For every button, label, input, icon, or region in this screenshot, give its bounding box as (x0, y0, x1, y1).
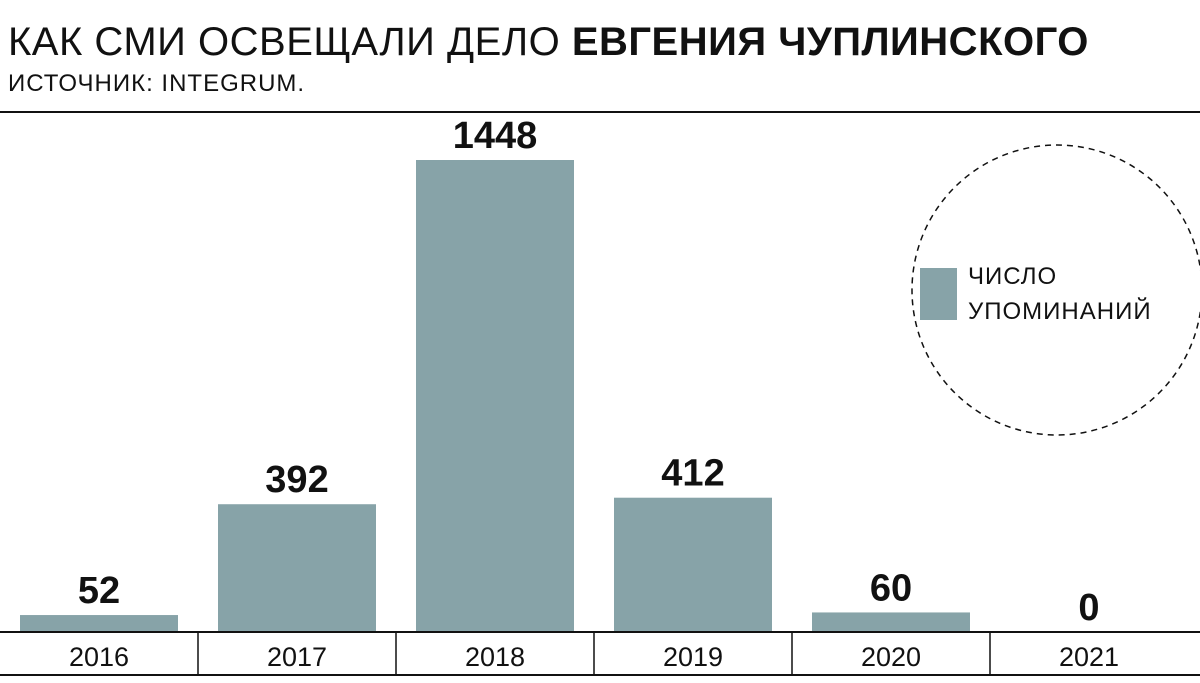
x-tick-label-2019: 2019 (663, 642, 723, 672)
legend-circle (911, 144, 1200, 436)
data-label-2016: 52 (78, 570, 120, 612)
bar-2019 (614, 497, 772, 632)
title-bold: ЕВГЕНИЯ ЧУПЛИНСКОГО (571, 20, 1089, 64)
bar-2016 (20, 615, 178, 632)
chart-source: ИСТОЧНИК: INTEGRUM. (8, 70, 306, 97)
data-label-2020: 60 (870, 567, 912, 609)
bar-2018 (416, 160, 574, 632)
x-tick-label-2017: 2017 (267, 642, 327, 672)
x-tick-label-2016: 2016 (69, 642, 129, 672)
top-rule (0, 111, 1200, 113)
title-regular: КАК СМИ ОСВЕЩАЛИ ДЕЛО (8, 20, 561, 64)
x-tick-label-2018: 2018 (465, 642, 525, 672)
legend-swatch (920, 268, 957, 320)
data-label-2019: 412 (661, 453, 724, 495)
bar-2020 (812, 612, 970, 632)
chart-title: КАК СМИ ОСВЕЩАЛИ ДЕЛО ЕВГЕНИЯ ЧУПЛИНСКОГ… (8, 18, 1089, 66)
x-tick-label-2021: 2021 (1059, 642, 1119, 672)
data-label-2017: 392 (265, 459, 328, 501)
legend-label-line: УПОМИНАНИЙ (968, 297, 1152, 325)
legend-label-line: ЧИСЛО (968, 263, 1057, 290)
data-label-2018: 1448 (453, 115, 538, 157)
data-label-2021: 0 (1078, 587, 1099, 629)
bar-2017 (218, 504, 376, 632)
x-tick-label-2020: 2020 (861, 642, 921, 672)
